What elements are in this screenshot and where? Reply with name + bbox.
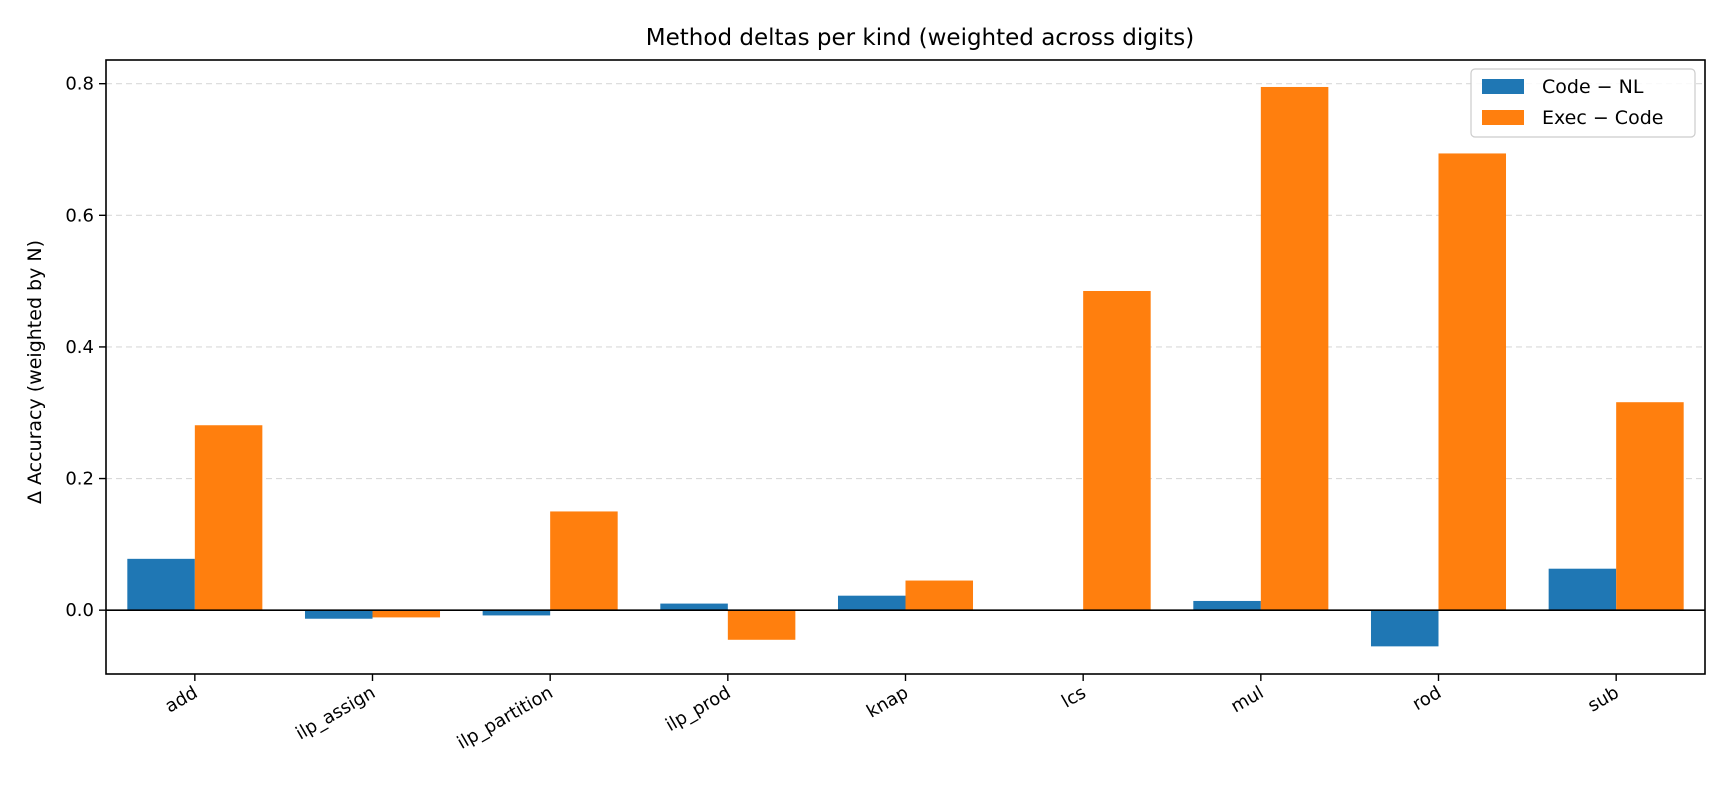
chart-title: Method deltas per kind (weighted across … — [646, 25, 1194, 51]
bar-exec-code-ilp_partition — [550, 511, 618, 611]
bar-code-nl-ilp_partition — [482, 610, 551, 616]
legend-box — [1470, 68, 1696, 138]
bar-exec-code-sub — [1616, 402, 1684, 611]
y-tick-label: 0.2 — [65, 469, 94, 490]
bar-code-nl-knap — [837, 595, 906, 611]
legend-swatch — [1482, 110, 1524, 125]
bar-exec-code-add — [194, 425, 263, 611]
bar-code-nl-mul — [1193, 600, 1261, 611]
bar-code-nl-sub — [1548, 568, 1617, 611]
legend: Code − NL Exec − Code — [1470, 68, 1696, 138]
bar-code-nl-rod — [1370, 610, 1439, 647]
bar-exec-code-lcs — [1083, 290, 1151, 611]
bar-code-nl-ilp_assign — [304, 610, 373, 619]
bar-exec-code-knap — [905, 580, 974, 611]
y-tick-label: 0.0 — [65, 600, 94, 621]
y-tick-label: 0.6 — [65, 205, 94, 226]
bar-code-nl-add — [127, 558, 195, 611]
legend-swatch — [1482, 79, 1524, 94]
bar-exec-code-rod — [1438, 153, 1507, 611]
y-tick-label: 0.4 — [65, 337, 94, 358]
y-axis-label: Δ Accuracy (weighted by N) — [24, 240, 46, 504]
bar-code-nl-ilp_prod — [660, 603, 728, 611]
legend-label: Code − NL — [1542, 76, 1644, 98]
bars — [127, 86, 1684, 647]
bar-exec-code-mul — [1260, 86, 1329, 611]
y-tick-label: 0.8 — [65, 74, 94, 95]
bar-exec-code-ilp_prod — [727, 610, 796, 640]
legend-label: Exec − Code — [1542, 107, 1663, 129]
bar-exec-code-ilp_assign — [372, 610, 441, 618]
